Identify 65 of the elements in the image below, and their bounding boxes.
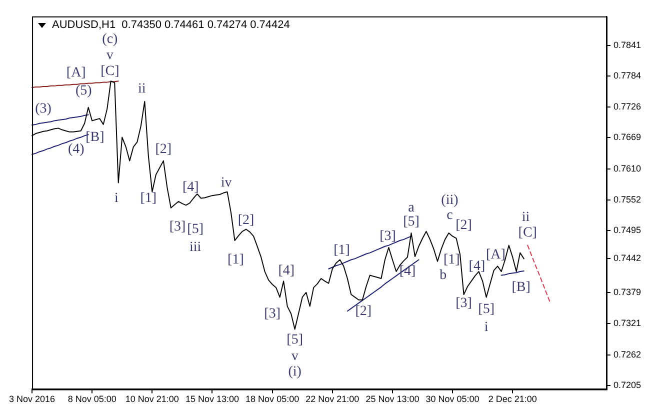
annotation: [3] — [169, 219, 186, 234]
x-tick-label: 30 Nov 05:00 — [426, 394, 480, 404]
annotation: a — [408, 200, 416, 216]
y-tick-label: 0.7669 — [613, 132, 642, 142]
annotation: [1] — [228, 252, 244, 268]
annotation: v — [106, 48, 114, 64]
annotation: i — [484, 320, 488, 335]
annotation: i — [114, 191, 119, 206]
y-tick-label: 0.7495 — [613, 224, 642, 235]
annotation: [1] — [334, 242, 350, 258]
y-tick-label: 0.7552 — [613, 194, 642, 204]
annotation: ii — [522, 210, 530, 226]
annotation: (i) — [288, 364, 302, 380]
annotation: (c) — [102, 32, 118, 48]
annotation: [B] — [512, 280, 530, 296]
annotation: [2] — [238, 212, 254, 228]
annotation: [5] — [286, 332, 304, 348]
annotation: [4] — [278, 264, 295, 279]
annotation: [C] — [518, 226, 537, 241]
annotation: ii — [138, 81, 146, 96]
chart-title: AUDUSD,H1 0.74350 0.74461 0.74274 0.74424 — [52, 19, 290, 31]
annotation: c — [446, 208, 453, 224]
annotation: [3] — [264, 306, 280, 322]
annotation: (3) — [35, 102, 52, 117]
x-tick-label: 10 Nov 21:00 — [125, 394, 179, 404]
x-tick-label: 22 Nov 21:00 — [306, 394, 360, 404]
y-tick-label: 0.7726 — [613, 101, 642, 112]
annotation: v — [291, 349, 298, 364]
x-tick-label: 18 Nov 05:00 — [246, 394, 300, 404]
annotation: [2] — [155, 142, 172, 158]
annotation: [A] — [486, 248, 506, 263]
y-tick-label: 0.7442 — [613, 252, 642, 263]
annotation: [4] — [399, 264, 416, 280]
annotation: [B] — [86, 130, 104, 145]
annotation: (ii) — [441, 193, 459, 208]
annotation: [4] — [468, 258, 486, 274]
annotation: iv — [220, 175, 232, 190]
annotation: [A] — [66, 66, 86, 81]
y-tick-label: 0.7610 — [613, 163, 642, 174]
y-tick-label: 0.7379 — [613, 286, 642, 297]
x-tick-label: 8 Nov 05:00 — [68, 394, 116, 404]
y-tick-label: 0.7321 — [613, 318, 642, 328]
x-tick-label: 3 Nov 2016 — [8, 394, 56, 404]
annotation: (5) — [75, 84, 92, 99]
annotation: [2] — [355, 304, 372, 319]
annotation: [5] — [403, 214, 420, 230]
annotation: b — [440, 268, 447, 283]
annotation: [1] — [140, 191, 157, 206]
annotation: [5] — [478, 302, 494, 318]
annotation: [3] — [380, 229, 396, 244]
annotation: [5] — [187, 222, 204, 237]
y-tick-label: 0.7262 — [613, 349, 642, 360]
x-tick-label: 15 Nov 13:00 — [185, 394, 240, 404]
y-tick-label: 0.7841 — [613, 40, 642, 50]
annotation: [4] — [182, 180, 199, 195]
annotation: (4) — [68, 142, 85, 158]
y-tick-label: 0.7205 — [613, 380, 642, 390]
y-tick-label: 0.7784 — [613, 70, 642, 80]
annotation: [C] — [100, 64, 120, 80]
x-tick-label: 2 Dec 21:00 — [488, 394, 537, 404]
x-tick-label: 25 Nov 13:00 — [366, 394, 420, 404]
annotation: [3] — [456, 296, 472, 312]
annotation: [1] — [443, 252, 460, 268]
annotation: iii — [190, 240, 202, 256]
annotation: [2] — [456, 218, 472, 233]
